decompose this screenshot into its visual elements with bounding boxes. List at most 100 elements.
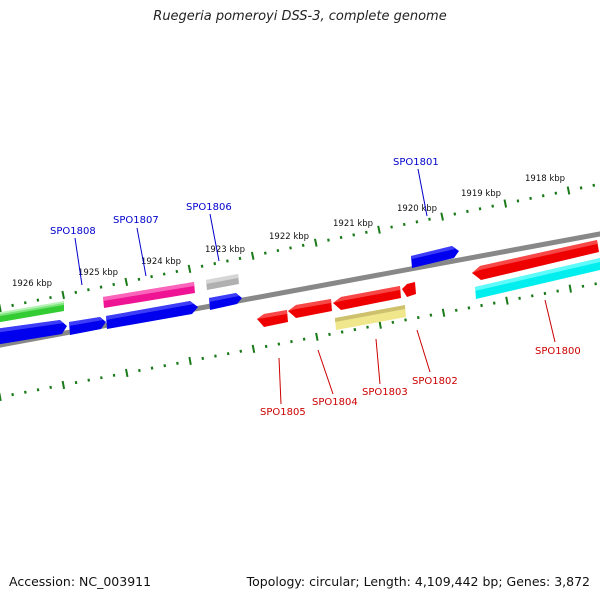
major-tick: [251, 344, 256, 353]
major-tick: [315, 332, 319, 341]
minor-tick: [289, 246, 292, 250]
gene-khaki[interactable]: [335, 305, 406, 330]
label-connector: [375, 338, 381, 385]
minor-tick: [365, 230, 368, 234]
gene-spo1804[interactable]: [288, 299, 332, 318]
kbp-label: 1918 kbp: [525, 174, 565, 184]
label-connector: [278, 357, 282, 405]
minor-tick: [49, 385, 53, 389]
minor-tick: [428, 217, 431, 221]
kbp-label: 1921 kbp: [333, 219, 373, 229]
major-tick: [566, 186, 571, 195]
minor-tick: [556, 289, 559, 293]
major-tick: [314, 238, 318, 247]
minor-tick: [24, 390, 27, 394]
gene-spo1808[interactable]: [69, 317, 106, 335]
minor-tick: [491, 204, 495, 208]
minor-tick: [530, 294, 534, 298]
minor-tick: [36, 298, 40, 302]
minor-tick: [201, 356, 205, 361]
kbp-label: 1925 kbp: [78, 268, 118, 278]
minor-tick: [454, 308, 458, 312]
gene-spo1800[interactable]: [472, 240, 599, 280]
minor-tick: [579, 186, 583, 190]
major-tick: [188, 356, 192, 365]
gene-label-spo1806[interactable]: SPO1806: [186, 202, 232, 213]
minor-tick: [516, 199, 520, 203]
minor-tick: [554, 191, 558, 195]
gene-gray[interactable]: [206, 274, 239, 290]
accession-text: Accession: NC_003911: [9, 574, 152, 589]
gene-label-spo1808[interactable]: SPO1808: [50, 226, 96, 237]
gene-label-spo1805[interactable]: SPO1805: [260, 407, 306, 418]
gene-cyan[interactable]: [475, 258, 600, 299]
reverse-genes: [257, 240, 599, 327]
minor-tick: [327, 238, 330, 242]
minor-tick: [478, 207, 482, 211]
major-tick: [441, 308, 446, 317]
minor-tick: [529, 196, 532, 200]
minor-tick: [36, 388, 40, 392]
minor-tick: [352, 233, 356, 237]
forward-genes-outer: [0, 246, 459, 323]
label-connector: [317, 349, 334, 395]
gene-spo1802[interactable]: [402, 282, 416, 297]
minor-tick: [213, 262, 217, 266]
minor-tick: [11, 393, 14, 397]
label-connector: [74, 237, 83, 286]
label-connector: [209, 213, 220, 262]
gene-blue-left[interactable]: [0, 320, 67, 345]
major-tick: [503, 199, 508, 208]
kbp-label: 1923 kbp: [205, 245, 245, 255]
minor-tick: [112, 373, 116, 377]
gene-spo1807[interactable]: [106, 301, 198, 329]
minor-tick: [429, 313, 433, 317]
minor-tick: [353, 328, 357, 332]
minor-tick: [49, 295, 52, 300]
minor-tick: [301, 243, 305, 247]
minor-tick: [150, 275, 153, 279]
minor-tick: [238, 256, 242, 261]
gene-label-spo1801[interactable]: SPO1801: [393, 157, 439, 168]
reverse-genes-inner: [335, 258, 600, 330]
minor-tick: [518, 296, 521, 300]
gene-label-spo1807[interactable]: SPO1807: [113, 215, 159, 226]
gene-label-spo1803[interactable]: SPO1803: [362, 387, 408, 398]
minor-tick: [339, 235, 343, 240]
minor-tick: [366, 325, 369, 329]
minor-tick: [264, 344, 268, 349]
label-connector: [136, 227, 147, 277]
gene-magenta[interactable]: [103, 282, 195, 308]
minor-tick: [402, 222, 406, 227]
gene-label-spo1804[interactable]: SPO1804: [312, 397, 358, 408]
minor-tick: [581, 284, 585, 288]
minor-tick: [99, 285, 103, 289]
major-tick: [378, 320, 382, 329]
minor-tick: [226, 352, 230, 356]
minor-tick: [328, 332, 331, 337]
kbp-label: 1919 kbp: [461, 189, 501, 199]
gene-spo1805[interactable]: [257, 310, 288, 327]
gene-label-spo1802[interactable]: SPO1802: [412, 376, 458, 387]
minor-tick: [226, 259, 229, 263]
major-tick: [505, 296, 509, 305]
minor-tick: [87, 378, 91, 382]
label-connector: [544, 299, 556, 343]
minor-tick: [100, 376, 103, 380]
gene-spo1803[interactable]: [333, 286, 401, 310]
minor-tick: [11, 303, 14, 308]
minor-tick: [200, 264, 204, 268]
gene-label-spo1800[interactable]: SPO1800: [535, 346, 581, 357]
minor-tick: [480, 303, 483, 308]
major-tick: [124, 277, 129, 287]
gene-spo1806[interactable]: [209, 293, 242, 310]
major-tick: [61, 290, 65, 300]
minor-tick: [150, 366, 154, 370]
gene-spo1801[interactable]: [411, 246, 459, 268]
major-tick: [0, 392, 2, 402]
label-connector: [417, 168, 428, 217]
kbp-label: 1920 kbp: [397, 204, 437, 214]
major-tick: [61, 380, 66, 390]
major-tick: [250, 251, 255, 260]
gene-green[interactable]: [0, 301, 64, 323]
